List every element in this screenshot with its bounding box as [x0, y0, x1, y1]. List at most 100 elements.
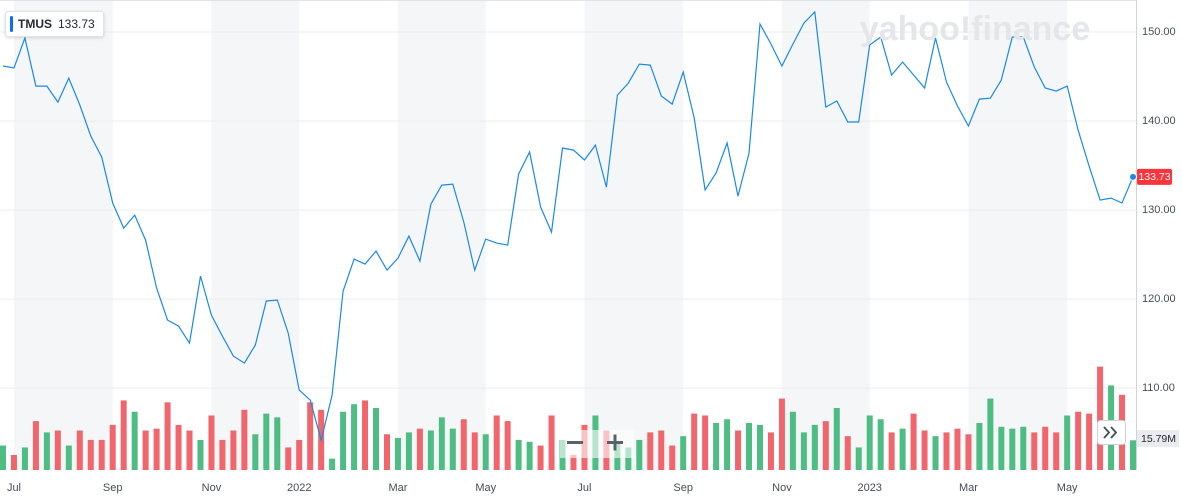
volume-bar [21, 447, 28, 470]
volume-bar [394, 438, 401, 470]
volume-bar [87, 439, 94, 470]
volume-bar [910, 413, 917, 470]
volume-bar [0, 445, 6, 470]
volume-bar [10, 454, 17, 470]
month-band [397, 0, 486, 470]
volume-bar [735, 430, 742, 470]
volume-bar [109, 424, 116, 470]
volume-bar [98, 439, 105, 470]
volume-bar [702, 415, 709, 470]
volume-bar [691, 413, 698, 470]
volume-bar [54, 430, 61, 470]
volume-bar [515, 439, 522, 470]
volume-bar [1097, 366, 1104, 470]
volume-bar [800, 432, 807, 470]
y-tick-label: 120.00 [1142, 293, 1176, 305]
volume-bar [844, 436, 851, 470]
volume-bar [186, 430, 193, 470]
volume-bar [1130, 440, 1136, 470]
volume-bar [471, 432, 478, 470]
volume-bar [998, 426, 1005, 470]
volume-bar [197, 439, 204, 470]
month-band [211, 0, 300, 470]
volume-bar [1086, 413, 1093, 470]
volume-bar [482, 434, 489, 470]
volume-bar [153, 428, 160, 470]
volume-bar [778, 398, 785, 470]
volume-bar [921, 430, 928, 470]
volume-bar [866, 415, 873, 470]
price-tag: 133.73 [1138, 171, 1170, 183]
volume-bar [438, 417, 445, 470]
zoom-out[interactable] [567, 441, 583, 444]
volume-bar [373, 407, 380, 470]
volume-label-box [1137, 430, 1179, 447]
volume-bar [855, 447, 862, 470]
x-tick-label: Jul [7, 482, 21, 494]
x-tick-label: Jul [577, 482, 591, 494]
y-tick-label: 150.00 [1142, 26, 1176, 38]
x-tick-label: Nov [772, 482, 792, 494]
x-tick-label: Nov [202, 482, 222, 494]
volume-bar [274, 417, 281, 470]
volume-bar [449, 428, 456, 470]
ticker-symbol: TMUS [18, 17, 52, 31]
x-tick-label: Sep [103, 482, 123, 494]
y-tick-label: 130.00 [1142, 204, 1176, 216]
volume-bar [504, 421, 511, 470]
x-tick-label: 2022 [287, 482, 311, 494]
volume-bar [1064, 415, 1071, 470]
volume-bar [383, 434, 390, 470]
volume-bar [142, 430, 149, 470]
month-band [584, 0, 684, 470]
volume-bar [329, 458, 336, 470]
volume-bar [680, 436, 687, 470]
volume-bar [548, 415, 555, 470]
scroll-button[interactable] [1097, 420, 1126, 445]
volume-bar [252, 434, 259, 470]
volume-bar [307, 402, 314, 470]
x-tick-label: May [1057, 482, 1078, 494]
price-tag-box [1137, 168, 1172, 185]
volume-bar [175, 424, 182, 470]
volume-bar [416, 428, 423, 470]
volume-bar [899, 428, 906, 470]
volume-bar [43, 432, 50, 470]
volume-bar [1031, 432, 1038, 470]
volume-bar [833, 407, 840, 470]
watermark: yahoo!finance [860, 10, 1090, 48]
volume-bar [789, 411, 796, 470]
volume-bar [76, 430, 83, 470]
volume-bar [241, 409, 248, 470]
chevron-icon [1103, 426, 1118, 439]
volume-bar [822, 421, 829, 470]
zoom-controls[interactable] [560, 430, 634, 458]
volume-bar [164, 402, 171, 470]
volume-bar [932, 436, 939, 470]
volume-bar [362, 400, 369, 470]
ticker-badge: TMUS 133.73 [5, 11, 104, 37]
volume-bar [746, 423, 753, 470]
x-tick-label: May [475, 482, 496, 494]
volume-bar [965, 434, 972, 470]
volume-bar [756, 424, 763, 470]
volume-bar [120, 400, 127, 470]
month-bands [13, 0, 1068, 470]
volume-bar [230, 430, 237, 470]
ticker-price: 133.73 [58, 17, 95, 31]
volume-bar [954, 428, 961, 470]
volume-bar [658, 430, 665, 470]
month-band [968, 0, 1068, 470]
volume-bar [636, 439, 643, 470]
volume-label: 15.79M [1141, 433, 1176, 445]
volume-bar [65, 445, 72, 470]
volume-bar [1020, 426, 1027, 470]
x-tick-label: Sep [673, 482, 693, 494]
scroll-button-box[interactable] [1097, 420, 1126, 445]
volume-bar [713, 423, 720, 470]
volume-bar [296, 439, 303, 470]
volume-bar [976, 423, 983, 470]
volume-bar [647, 432, 654, 470]
